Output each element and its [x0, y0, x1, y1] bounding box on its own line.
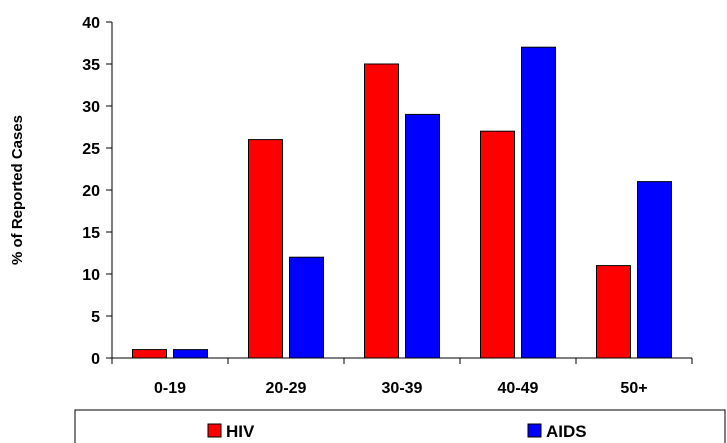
y-tick-label: 25	[82, 141, 100, 158]
x-tick-label: 40-49	[498, 380, 539, 397]
legend-frame	[74, 409, 726, 443]
y-tick-label: 30	[82, 99, 100, 116]
bars	[132, 46, 672, 359]
y-tick-label: 5	[91, 309, 100, 326]
y-tick-label: 35	[82, 57, 100, 74]
bar-aids-40-49	[521, 46, 556, 359]
y-tick-label: 0	[91, 351, 100, 368]
bar-hiv-20-29	[248, 139, 283, 359]
legend-label-aids: AIDS	[546, 422, 587, 441]
bar-aids-20-29	[289, 256, 324, 359]
legend: HIV AIDS	[74, 409, 726, 443]
y-tick-label: 40	[82, 15, 100, 32]
x-axis-ticks: 0-19 20-29 30-39 40-49 50+	[111, 358, 693, 397]
bar-hiv-50+	[596, 265, 631, 359]
y-tick-label: 10	[82, 267, 100, 284]
bar-aids-0-19	[173, 349, 208, 359]
legend-swatch-aids	[527, 423, 542, 438]
y-axis-ticks: 0 5 10 15 20 25 30 35 40	[82, 15, 112, 368]
y-tick-label: 20	[82, 183, 100, 200]
bar-hiv-0-19	[132, 349, 167, 359]
y-axis-title: % of Reported Cases	[9, 115, 26, 265]
legend-swatch-hiv	[207, 423, 222, 438]
x-tick-label: 50+	[620, 380, 647, 397]
bar-hiv-40-49	[480, 130, 515, 359]
x-tick-label: 0-19	[154, 380, 186, 397]
bar-aids-30-39	[405, 113, 440, 359]
bar-hiv-30-39	[364, 63, 399, 359]
y-tick-label: 15	[82, 225, 100, 242]
x-tick-label: 30-39	[382, 380, 423, 397]
bar-aids-50+	[637, 181, 672, 359]
x-tick-label: 20-29	[266, 380, 307, 397]
legend-label-hiv: HIV	[226, 422, 255, 441]
